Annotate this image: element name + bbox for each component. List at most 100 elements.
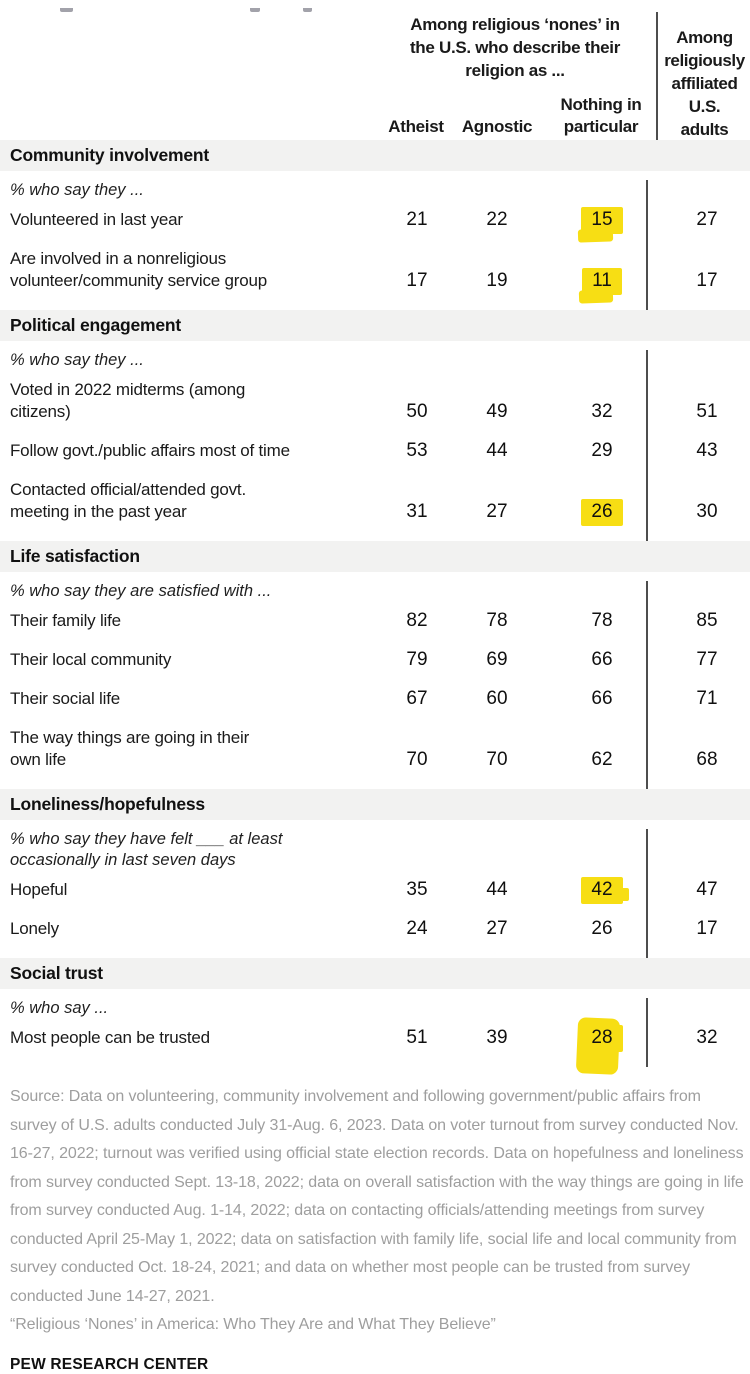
section-life-satisfaction: Life satisfaction % who say they are sat…	[0, 541, 750, 789]
value-cell-atheist: 82	[406, 610, 428, 631]
value-cell-atheist: 53	[406, 440, 428, 461]
report-title: “Religious ‘Nones’ in America: Who They …	[10, 1316, 496, 1333]
column-header-nothing-in-particular: Nothing in particular	[560, 95, 642, 136]
section-subtitle: % who say they are satisfied with ...	[10, 582, 272, 600]
cropped-text-fragment	[250, 8, 260, 12]
value-cell-nothing: 11	[540, 268, 664, 295]
table-row: Contacted official/attended govt. meetin…	[10, 471, 750, 532]
section-header-band: Loneliness/hopefulness	[0, 789, 750, 820]
value-cell-affiliated: 85	[696, 610, 718, 631]
section-title: Social trust	[10, 963, 103, 983]
row-label: Their social life	[10, 689, 120, 708]
row-label: Their family life	[10, 611, 121, 630]
value-cell-nothing: 26	[540, 499, 664, 526]
value-cell-atheist: 50	[406, 401, 428, 422]
value-cell-nothing: 32	[591, 401, 613, 422]
section-body: % who say they have felt ___ at least oc…	[0, 829, 750, 958]
value-cell-atheist: 31	[406, 501, 428, 522]
section-header-band: Community involvement	[0, 140, 750, 171]
table-row: The way things are going in their own li…	[10, 719, 750, 780]
row-label: Follow govt./public affairs most of time	[10, 441, 290, 460]
value-cell-nothing: 26	[591, 918, 613, 939]
table-row: Hopeful 35 44 42 47	[10, 871, 750, 910]
table-row: Their social life 67 60 66 71	[10, 680, 750, 719]
section-title: Community involvement	[10, 145, 210, 165]
value-cell-agnostic: 27	[486, 501, 508, 522]
section-body: % who say they ... Volunteered in last y…	[0, 180, 750, 310]
table-row: Their family life 82 78 78 85	[10, 602, 750, 641]
value-cell-affiliated: 68	[696, 749, 718, 770]
value-cell-nothing: 42	[540, 877, 664, 904]
value-cell-nothing: 66	[591, 688, 613, 709]
table-row: Are involved in a nonreligious volunteer…	[10, 240, 750, 301]
table-row: Lonely 24 27 26 17	[10, 910, 750, 949]
section-subtitle: % who say they ...	[10, 351, 144, 369]
value-cell-nothing: 66	[591, 649, 613, 670]
value-cell-atheist: 79	[406, 649, 428, 670]
value-cell-nothing: 62	[591, 749, 613, 770]
table-row: Follow govt./public affairs most of time…	[10, 432, 750, 471]
cropped-text-fragment	[60, 8, 73, 12]
highlighted-value: 15	[581, 207, 623, 234]
value-cell-affiliated: 51	[696, 401, 718, 422]
value-cell-agnostic: 22	[486, 209, 508, 230]
value-cell-agnostic: 44	[486, 440, 508, 461]
value-cell-atheist: 21	[406, 209, 428, 230]
row-label: Volunteered in last year	[10, 210, 183, 229]
section-political-engagement: Political engagement % who say they ... …	[0, 310, 750, 541]
value-cell-atheist: 51	[406, 1027, 428, 1048]
section-subtitle: % who say ...	[10, 999, 109, 1017]
section-subtitle: % who say they have felt ___ at least oc…	[10, 830, 283, 869]
row-label: The way things are going in their own li…	[10, 728, 250, 769]
value-cell-agnostic: 70	[486, 749, 508, 770]
column-header-affiliated: Among religiously affiliated U.S. adults	[664, 28, 745, 139]
table-row: Most people can be trusted 51 39 28 32	[10, 1019, 750, 1058]
highlighted-value: 11	[582, 268, 622, 295]
highlighted-value: 28	[581, 1025, 623, 1052]
value-cell-affiliated: 32	[696, 1027, 718, 1048]
value-cell-agnostic: 78	[486, 610, 508, 631]
value-cell-atheist: 35	[406, 879, 428, 900]
section-subtitle: % who say they ...	[10, 181, 144, 199]
value-cell-atheist: 24	[406, 918, 428, 939]
value-cell-agnostic: 60	[486, 688, 508, 709]
section-header-band: Social trust	[0, 958, 750, 989]
table-header: Among religious ‘nones’ in the U.S. who …	[0, 8, 750, 140]
value-cell-nothing: 15	[540, 207, 664, 234]
section-body: % who say they ... Voted in 2022 midterm…	[0, 350, 750, 541]
row-label: Most people can be trusted	[10, 1028, 210, 1047]
value-cell-agnostic: 49	[486, 401, 508, 422]
value-cell-agnostic: 39	[486, 1027, 508, 1048]
column-header-agnostic: Agnostic	[461, 117, 533, 136]
value-cell-affiliated: 27	[696, 209, 718, 230]
value-cell-nothing: 78	[591, 610, 613, 631]
section-header-band: Life satisfaction	[0, 541, 750, 572]
row-label: Contacted official/attended govt. meetin…	[10, 480, 246, 521]
section-social-trust: Social trust % who say ... Most people c…	[0, 958, 750, 1067]
table-row: Their local community 79 69 66 77	[10, 641, 750, 680]
column-group-header: Among religious ‘nones’ in the U.S. who …	[409, 15, 621, 80]
table-row: Volunteered in last year 21 22 15 27	[10, 201, 750, 240]
figure-footer: Source: Data on volunteering, community …	[0, 1067, 750, 1374]
value-cell-affiliated: 43	[696, 440, 718, 461]
section-title: Life satisfaction	[10, 546, 140, 566]
value-cell-affiliated: 77	[696, 649, 718, 670]
value-cell-affiliated: 17	[696, 918, 718, 939]
section-body: % who say they are satisfied with ... Th…	[0, 581, 750, 789]
pew-research-center-wordmark: PEW RESEARCH CENTER	[10, 1355, 209, 1373]
row-label: Hopeful	[10, 880, 68, 899]
section-title: Loneliness/hopefulness	[10, 794, 205, 814]
value-cell-agnostic: 44	[486, 879, 508, 900]
highlighted-value: 26	[581, 499, 623, 526]
section-title: Political engagement	[10, 315, 182, 335]
row-label: Voted in 2022 midterms (among citizens)	[10, 380, 246, 421]
value-cell-affiliated: 17	[696, 270, 718, 291]
section-loneliness-hopefulness: Loneliness/hopefulness % who say they ha…	[0, 789, 750, 958]
value-cell-nothing: 29	[591, 440, 613, 461]
value-cell-atheist: 67	[406, 688, 428, 709]
section-community-involvement: Community involvement % who say they ...…	[0, 140, 750, 310]
value-cell-atheist: 17	[406, 270, 428, 291]
section-header-band: Political engagement	[0, 310, 750, 341]
cropped-text-fragment	[303, 8, 312, 12]
row-label: Lonely	[10, 919, 59, 938]
